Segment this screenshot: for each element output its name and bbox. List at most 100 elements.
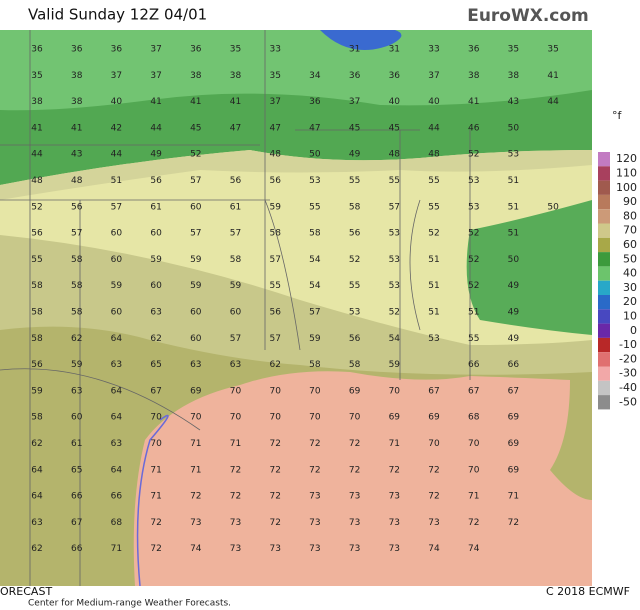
temperature-value: 41 [468, 97, 479, 107]
temperature-value: 70 [468, 439, 480, 449]
footer-bar [0, 586, 640, 610]
temperature-value: 74 [468, 544, 480, 554]
temperature-value: 70 [190, 413, 202, 423]
temperature-value: 53 [468, 176, 479, 186]
temperature-value: 38 [31, 97, 43, 107]
temperature-value: 51 [508, 229, 519, 239]
temperature-value: 62 [31, 544, 42, 554]
temperature-value: 59 [309, 334, 321, 344]
temperature-value: 59 [111, 281, 123, 291]
temperature-value: 58 [349, 202, 361, 212]
temperature-value: 57 [309, 308, 320, 318]
temperature-value: 35 [230, 45, 241, 55]
temperature-value: 72 [150, 544, 161, 554]
temperature-value: 64 [31, 492, 43, 502]
temperature-value: 70 [309, 386, 321, 396]
temperature-value: 53 [349, 308, 360, 318]
temperature-value: 45 [190, 123, 201, 133]
legend-swatch [598, 166, 610, 181]
temperature-value: 48 [71, 176, 83, 186]
temperature-value: 59 [71, 360, 83, 370]
temperature-value: 62 [31, 439, 42, 449]
temperature-value: 73 [230, 518, 241, 528]
temperature-value: 71 [230, 439, 241, 449]
temperature-value: 51 [468, 308, 479, 318]
temperature-value: 66 [508, 360, 520, 370]
temperature-value: 36 [190, 45, 202, 55]
temperature-value: 67 [468, 386, 479, 396]
temperature-value: 71 [111, 544, 122, 554]
legend-swatch [598, 237, 610, 253]
temperature-value: 67 [428, 386, 439, 396]
temperature-value: 44 [547, 97, 559, 107]
temperature-value: 41 [31, 123, 42, 133]
temperature-value: 71 [508, 492, 519, 502]
legend-swatch [598, 366, 610, 381]
temperature-value: 60 [71, 413, 83, 423]
temperature-value: 73 [349, 518, 360, 528]
temperature-value: 73 [389, 518, 400, 528]
temperature-value: 65 [71, 465, 82, 475]
temperature-value: 64 [111, 413, 123, 423]
legend-label: 50 [623, 252, 637, 265]
temperature-value: 57 [389, 202, 400, 212]
temperature-value: 64 [111, 386, 123, 396]
legend-label: 0 [630, 324, 637, 337]
temperature-value: 36 [309, 97, 321, 107]
temperature-value: 37 [428, 71, 439, 81]
temperature-value: 72 [309, 465, 320, 475]
temperature-value: 61 [71, 439, 82, 449]
temperature-value: 66 [111, 492, 123, 502]
temperature-value: 41 [230, 97, 241, 107]
temperature-value: 53 [428, 334, 439, 344]
temperature-value: 68 [111, 518, 123, 528]
temperature-value: 57 [190, 176, 201, 186]
temperature-value: 51 [428, 281, 439, 291]
legend-swatch [598, 180, 610, 195]
valid-time: Valid Sunday 12Z 04/01 [28, 6, 207, 24]
temperature-value: 51 [428, 308, 439, 318]
temperature-value: 45 [389, 123, 400, 133]
temperature-value: 73 [269, 544, 280, 554]
temperature-value: 60 [150, 229, 162, 239]
legend-label: 30 [623, 281, 637, 294]
legend-swatch [598, 152, 610, 167]
temperature-value: 70 [269, 386, 281, 396]
temperature-value: 61 [230, 202, 241, 212]
temperature-value: 45 [349, 123, 360, 133]
temperature-value: 44 [428, 123, 440, 133]
temperature-value: 55 [349, 176, 360, 186]
temperature-value: 53 [508, 150, 519, 160]
temperature-value: 60 [111, 229, 123, 239]
map-area [0, 30, 592, 610]
legend-swatch [598, 252, 610, 267]
temperature-value: 63 [150, 308, 161, 318]
temperature-value: 57 [230, 334, 241, 344]
temperature-value: 31 [389, 45, 400, 55]
legend-label: -20 [619, 352, 637, 365]
legend-label: -10 [619, 338, 637, 351]
temperature-value: 40 [389, 97, 401, 107]
temperature-value: 64 [111, 465, 123, 475]
legend-label: -40 [619, 381, 637, 394]
temperature-value: 66 [468, 360, 480, 370]
temperature-value: 54 [309, 281, 321, 291]
temperature-value: 38 [71, 97, 83, 107]
legend-swatch [598, 323, 610, 338]
temperature-value: 58 [31, 281, 43, 291]
gulf-ocean [133, 371, 592, 586]
temperature-value: 60 [111, 255, 123, 265]
temperature-value: 42 [111, 123, 122, 133]
temperature-value: 47 [309, 123, 320, 133]
temperature-value: 37 [150, 71, 161, 81]
temperature-value: 55 [389, 176, 400, 186]
temperature-value: 50 [309, 150, 321, 160]
temperature-value: 36 [31, 45, 43, 55]
temperature-value: 51 [428, 255, 439, 265]
temperature-value: 59 [389, 360, 401, 370]
temperature-value: 56 [150, 176, 162, 186]
temperature-value: 43 [508, 97, 519, 107]
temperature-value: 51 [111, 176, 122, 186]
temperature-value: 35 [547, 45, 558, 55]
